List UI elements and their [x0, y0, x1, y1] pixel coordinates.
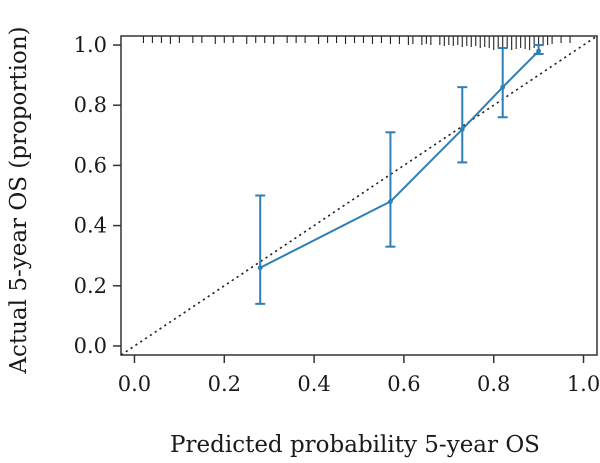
data-point: [257, 265, 263, 271]
x-tick-label: 1.0: [567, 372, 600, 396]
x-tick-label: 0.4: [297, 372, 330, 396]
data-point: [459, 126, 465, 132]
x-axis: 0.0 0.2 0.4 0.6 0.8 1.0: [118, 355, 600, 396]
x-tick-label: 0.8: [477, 372, 510, 396]
data-point: [536, 48, 542, 54]
y-axis: 0.0 0.2 0.4 0.6 0.8 1.0: [74, 33, 121, 358]
rug-marks: [142, 36, 571, 50]
x-tick-label: 0.6: [387, 372, 420, 396]
y-tick-label: 0.6: [74, 153, 107, 177]
y-tick-label: 1.0: [74, 33, 107, 57]
y-tick-label: 0.0: [74, 334, 107, 358]
x-axis-title: Predicted probability 5-year OS: [170, 432, 540, 458]
series-line: [259, 50, 540, 269]
data-point: [500, 84, 506, 90]
data-point: [388, 199, 393, 204]
calibration-series: [255, 44, 544, 305]
y-tick-label: 0.2: [74, 274, 107, 298]
reference-diagonal-line: [120, 35, 598, 356]
x-tick-label: 0.2: [208, 372, 241, 396]
x-tick-label: 0.0: [118, 372, 151, 396]
y-axis-title: Actual 5-year OS (proportion): [6, 26, 32, 374]
plot-frame: [120, 35, 598, 356]
y-tick-label: 0.4: [74, 214, 107, 238]
y-tick-label: 0.8: [74, 93, 107, 117]
